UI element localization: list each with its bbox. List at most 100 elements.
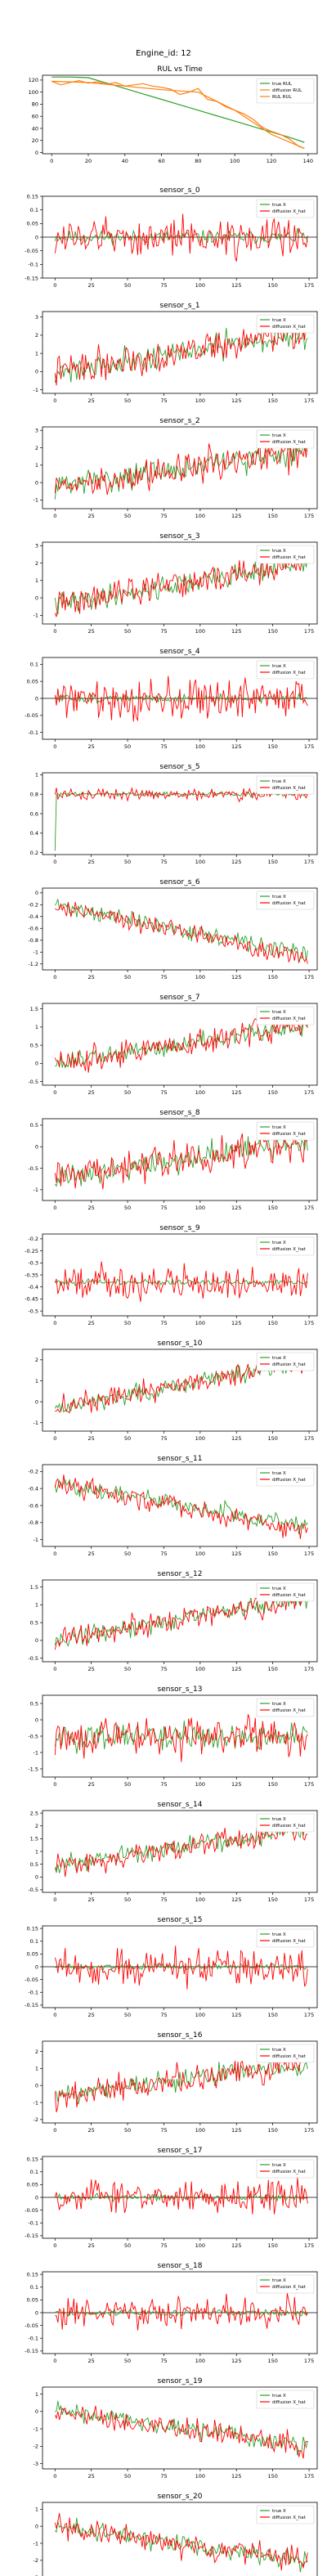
x-tick-label: 75 <box>160 2127 167 2134</box>
y-tick-label: 0 <box>35 1061 38 1067</box>
x-tick-label: 150 <box>267 1551 277 1557</box>
legend-entry: diffusion X_hat <box>272 1939 307 1944</box>
legend-entry: diffusion X_hat <box>272 1247 307 1252</box>
x-tick-label: 150 <box>267 743 277 750</box>
x-tick-label: 175 <box>304 2127 314 2134</box>
x-tick-label: 25 <box>88 1666 95 1672</box>
series-line-extra <box>52 80 305 149</box>
x-tick-label: 125 <box>231 743 241 750</box>
legend-box <box>256 1813 315 1833</box>
legend-entry: true X <box>272 1125 286 1130</box>
axes-frame <box>42 2040 318 2124</box>
subplot-sensor-s-11: sensor_s_11 0 25 50 75 100 125 150 175 -1 -0.8 -0.6… <box>28 1455 318 1557</box>
y-tick-label: 0 <box>35 479 38 486</box>
y-tick-label: 0.8 <box>30 791 38 797</box>
subplot-sensor-s-10: sensor_s_10 0 25 50 75 100 125 150 175 -1 0 1 2 true … <box>34 1340 318 1442</box>
x-tick-label: 100 <box>195 1666 205 1672</box>
y-tick-label: 0 <box>35 695 38 702</box>
y-tick-label: -0.1 <box>28 2336 38 2342</box>
y-tick-label: -0.5 <box>28 1655 38 1662</box>
y-tick-label: 1 <box>35 772 38 779</box>
x-tick-label: 125 <box>231 1781 241 1788</box>
y-tick-label: 2 <box>35 560 38 567</box>
legend-entry: diffusion X_hat <box>272 1362 307 1367</box>
y-tick-label: 0.5 <box>30 1619 38 1626</box>
x-tick-label: 150 <box>267 397 277 404</box>
subplot-title: sensor_s_5 <box>159 763 199 771</box>
x-tick-label: 0 <box>53 743 56 750</box>
y-tick-label: 0.5 <box>30 1700 38 1707</box>
y-tick-label: 0.1 <box>30 2169 38 2175</box>
y-tick-label: 0 <box>35 1963 38 1970</box>
y-tick-label: 0 <box>35 1144 38 1151</box>
subplot-sensor-s-16: sensor_s_16 0 25 50 75 100 125 150 175 -2 -1 0 1 2 tru… <box>34 2031 318 2134</box>
x-tick-label: 175 <box>304 2242 314 2249</box>
y-tick-label: -0.2 <box>28 902 38 909</box>
axes-frame <box>42 311 318 394</box>
x-tick-label: 100 <box>195 2473 205 2480</box>
legend-entry: true X <box>272 1586 286 1591</box>
legend-entry: diffusion X_hat <box>272 1824 307 1829</box>
y-tick-label: 0 <box>35 150 38 156</box>
x-tick-label: 175 <box>304 1551 314 1557</box>
x-tick-label: 60 <box>158 158 164 164</box>
x-tick-label: 0 <box>53 1205 56 1211</box>
subplot-title: sensor_s_2 <box>159 417 199 425</box>
y-tick-label: -0.05 <box>25 712 38 719</box>
legend-entry: true RUL <box>272 82 293 87</box>
legend-box <box>256 1006 315 1025</box>
subplot-sensor-s-6: sensor_s_6 0 25 50 75 100 125 150 175 -1.2 -1 -0.8 -… <box>28 878 318 981</box>
x-tick-label: 50 <box>124 513 131 519</box>
y-tick-label: 0 <box>35 1398 38 1405</box>
legend-entry: diffusion X_hat <box>272 786 307 791</box>
x-tick-label: 75 <box>160 2012 167 2018</box>
subplot-title: sensor_s_17 <box>158 2147 203 2155</box>
x-tick-label: 0 <box>53 282 56 289</box>
axes-frame <box>42 2386 318 2470</box>
legend-entry: true X <box>272 2048 286 2053</box>
legend-box <box>256 2505 315 2524</box>
y-tick-label: -0.2 <box>28 1236 38 1242</box>
x-tick-label: 150 <box>267 2242 277 2249</box>
x-tick-label: 150 <box>267 2358 277 2364</box>
x-tick-label: 150 <box>267 2127 277 2134</box>
x-tick-label: 0 <box>53 628 56 635</box>
y-tick-label: -0.6 <box>28 1502 38 1509</box>
legend-entry: true X <box>272 1010 286 1015</box>
series-line-pred <box>54 2178 308 2215</box>
y-tick-label: 0 <box>35 369 38 375</box>
series-line-pred <box>54 213 308 262</box>
x-tick-label: 75 <box>160 743 167 750</box>
legend-entry: diffusion RUL <box>272 88 302 93</box>
x-tick-label: 75 <box>160 1089 167 1096</box>
x-tick-label: 50 <box>124 1205 131 1211</box>
legend-entry: true X <box>272 1932 286 1937</box>
x-tick-label: 100 <box>195 628 205 635</box>
y-tick-label: -1 <box>34 1187 38 1193</box>
x-tick-label: 175 <box>304 282 314 289</box>
subplot-sensor-s-20: sensor_s_200255075100125150175-3-2-101tr… <box>34 2493 318 2576</box>
y-tick-label: 0 <box>35 2082 38 2089</box>
legend-entry: diffusion X_hat <box>272 2285 307 2290</box>
x-tick-label: 75 <box>160 513 167 519</box>
x-tick-label: 100 <box>195 1089 205 1096</box>
x-tick-label: 125 <box>231 859 241 865</box>
y-tick-label: 0 <box>35 2523 38 2529</box>
subplot-title: sensor_s_6 <box>159 878 200 886</box>
y-tick-label: -3 <box>34 2461 38 2467</box>
x-tick-label: 75 <box>160 1896 167 1903</box>
y-tick-label: 0.4 <box>30 830 38 837</box>
x-tick-label: 25 <box>88 628 95 635</box>
series-line-pred <box>54 315 308 386</box>
x-tick-label: 75 <box>160 1666 167 1672</box>
x-tick-label: 100 <box>195 1435 205 1442</box>
y-tick-label: 0.5 <box>30 1861 38 1868</box>
y-tick-label: 0.05 <box>27 2182 38 2188</box>
x-tick-label: 175 <box>304 1320 314 1326</box>
x-tick-label: 125 <box>231 2242 241 2249</box>
y-tick-label: -0.6 <box>28 926 38 932</box>
